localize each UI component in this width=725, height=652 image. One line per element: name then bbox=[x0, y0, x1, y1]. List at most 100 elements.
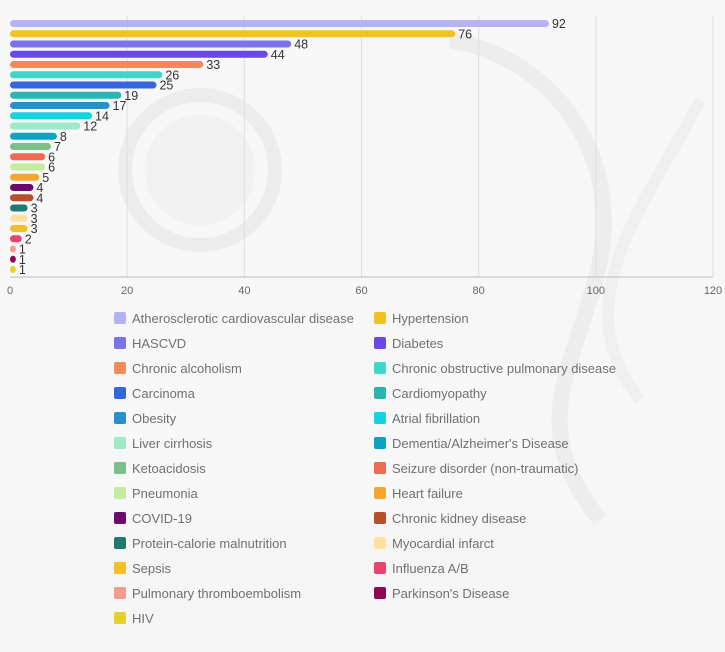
bar[interactable] bbox=[10, 214, 28, 222]
legend-item[interactable]: HASCVD bbox=[114, 333, 374, 353]
legend-item[interactable]: Hypertension bbox=[374, 308, 694, 328]
bar-value-label: 14 bbox=[95, 109, 109, 123]
bar[interactable] bbox=[10, 235, 22, 243]
legend-label: Hypertension bbox=[392, 310, 469, 326]
bar[interactable] bbox=[10, 225, 28, 232]
bar[interactable] bbox=[10, 20, 549, 27]
bar[interactable] bbox=[10, 143, 52, 150]
bar-value-label: 2 bbox=[25, 232, 32, 246]
legend-item[interactable]: Obesity bbox=[114, 408, 374, 428]
legend-item[interactable]: HIV bbox=[114, 608, 374, 628]
bar-value-label: 4 bbox=[36, 181, 43, 195]
bar[interactable] bbox=[10, 255, 16, 263]
bar[interactable] bbox=[10, 81, 157, 89]
legend-item[interactable]: Pulmonary thromboembolism bbox=[114, 583, 374, 603]
legend-swatch bbox=[114, 312, 126, 324]
bar[interactable] bbox=[10, 266, 16, 273]
legend-label: Myocardial infarct bbox=[392, 535, 494, 551]
bar[interactable] bbox=[10, 132, 57, 140]
legend-swatch bbox=[374, 512, 386, 524]
bar-value-label: 44 bbox=[271, 48, 285, 62]
legend-item[interactable]: Sepsis bbox=[114, 558, 374, 578]
legend-item[interactable]: Chronic obstructive pulmonary disease bbox=[374, 358, 694, 378]
legend-swatch bbox=[374, 412, 386, 424]
legend-item[interactable]: Influenza A/B bbox=[374, 558, 694, 578]
bar-value-label: 5 bbox=[42, 171, 49, 185]
x-axis-ticks: 0 20 40 60 80 100 120 bbox=[7, 285, 722, 297]
bar[interactable] bbox=[10, 173, 40, 181]
legend-item[interactable]: Protein-calorie malnutrition bbox=[114, 533, 374, 553]
legend-label: Atherosclerotic cardiovascular disease bbox=[132, 310, 354, 326]
bars bbox=[10, 20, 549, 273]
bar-value-label: 7 bbox=[54, 140, 61, 154]
legend-item[interactable]: Ketoacidosis bbox=[114, 458, 374, 478]
bar-value-label: 12 bbox=[83, 120, 97, 134]
legend-item[interactable]: Carcinoma bbox=[114, 383, 374, 403]
bar-value-label: 6 bbox=[48, 150, 55, 164]
legend-item[interactable]: Cardiomyopathy bbox=[374, 383, 694, 403]
bar[interactable] bbox=[10, 91, 122, 99]
legend-swatch bbox=[114, 387, 126, 399]
legend-label: Seizure disorder (non-traumatic) bbox=[392, 460, 579, 476]
legend-label: HASCVD bbox=[132, 335, 187, 351]
bar[interactable] bbox=[10, 245, 16, 253]
legend-swatch bbox=[374, 337, 386, 349]
x-tick-label: 40 bbox=[238, 285, 250, 297]
x-tick-label: 80 bbox=[473, 285, 485, 297]
legend-swatch bbox=[374, 387, 386, 399]
bar[interactable] bbox=[10, 184, 34, 191]
bar[interactable] bbox=[10, 40, 292, 48]
bar[interactable] bbox=[10, 153, 46, 161]
bar[interactable] bbox=[10, 194, 34, 202]
legend-item[interactable]: Heart failure bbox=[374, 483, 694, 503]
legend-label: Carcinoma bbox=[132, 385, 195, 401]
legend-label: Chronic alcoholism bbox=[132, 360, 242, 376]
legend-item[interactable]: COVID-19 bbox=[114, 508, 374, 528]
bar[interactable] bbox=[10, 50, 268, 58]
legend-label: Protein-calorie malnutrition bbox=[132, 535, 287, 551]
bar[interactable] bbox=[10, 163, 46, 171]
legend-label: Liver cirrhosis bbox=[132, 435, 213, 451]
legend-item[interactable]: Pneumonia bbox=[114, 483, 374, 503]
legend-swatch bbox=[114, 437, 126, 449]
legend-item[interactable]: Diabetes bbox=[374, 333, 694, 353]
legend-item[interactable]: Myocardial infarct bbox=[374, 533, 694, 553]
legend-item[interactable]: Chronic alcoholism bbox=[114, 358, 374, 378]
legend: Atherosclerotic cardiovascular disease Hy… bbox=[114, 308, 694, 628]
bar-value-label: 4 bbox=[36, 191, 43, 205]
legend-swatch bbox=[374, 437, 386, 449]
legend-item[interactable]: Chronic kidney disease bbox=[374, 508, 694, 528]
legend-item[interactable]: Atrial fibrillation bbox=[374, 408, 694, 428]
legend-label: Obesity bbox=[132, 410, 177, 426]
legend-label: Atrial fibrillation bbox=[392, 410, 481, 426]
legend-swatch bbox=[114, 537, 126, 549]
bar[interactable] bbox=[10, 30, 456, 38]
legend-item[interactable]: Atherosclerotic cardiovascular disease bbox=[114, 308, 374, 328]
bar[interactable] bbox=[10, 61, 204, 68]
legend-label: HIV bbox=[132, 610, 154, 626]
legend-swatch bbox=[374, 587, 386, 599]
grid-lines bbox=[126, 16, 714, 277]
bar[interactable] bbox=[10, 71, 163, 79]
legend-label: Chronic obstructive pulmonary disease bbox=[392, 360, 616, 376]
legend-item[interactable]: Liver cirrhosis bbox=[114, 433, 374, 453]
bar-value-label: 17 bbox=[113, 99, 127, 113]
bar[interactable] bbox=[10, 102, 110, 109]
legend-item[interactable]: Seizure disorder (non-traumatic) bbox=[374, 458, 694, 478]
legend-label: COVID-19 bbox=[132, 510, 192, 526]
bar[interactable] bbox=[10, 112, 93, 120]
legend-swatch bbox=[374, 462, 386, 474]
legend-item[interactable]: Dementia/Alzheimer's Disease bbox=[374, 433, 694, 453]
legend-label: Ketoacidosis bbox=[132, 460, 206, 476]
legend-swatch bbox=[114, 512, 126, 524]
bar-value-label: 19 bbox=[124, 89, 138, 103]
bar[interactable] bbox=[10, 122, 81, 130]
bar[interactable] bbox=[10, 204, 28, 212]
legend-swatch bbox=[114, 462, 126, 474]
legend-swatch bbox=[114, 362, 126, 374]
legend-swatch bbox=[374, 537, 386, 549]
legend-item[interactable]: Parkinson's Disease bbox=[374, 583, 694, 603]
legend-label: Sepsis bbox=[132, 560, 172, 576]
bar-value-label: 8 bbox=[60, 130, 67, 144]
bar-value-label: 3 bbox=[31, 212, 38, 226]
